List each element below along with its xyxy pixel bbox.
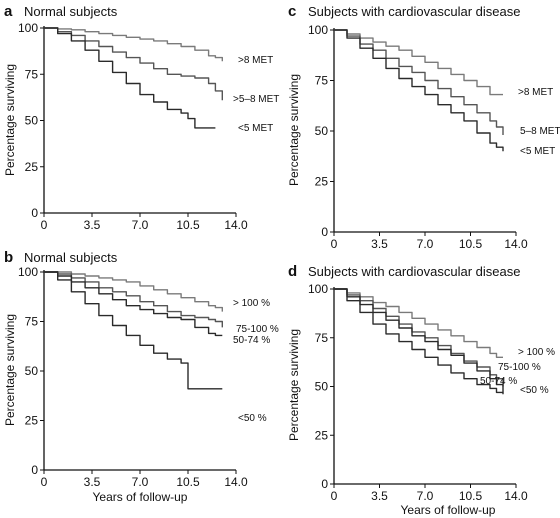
series-line xyxy=(44,27,216,129)
panel-letter: a xyxy=(4,3,13,20)
series-label: <5 MET xyxy=(238,123,273,134)
y-tick-label: 0 xyxy=(31,206,38,220)
x-tick-label: 10.5 xyxy=(176,218,200,232)
series-label: >5–8 MET xyxy=(233,94,279,105)
panel-title: Normal subjects xyxy=(24,250,118,265)
x-tick-label: 3.5 xyxy=(371,489,388,503)
x-tick-label: 7.0 xyxy=(132,218,149,232)
panel-letter: c xyxy=(288,3,296,20)
y-tick-label: 25 xyxy=(315,428,329,442)
y-axis-label: Percentage surviving xyxy=(3,314,17,426)
series-line xyxy=(334,288,503,358)
series-label: <50 % xyxy=(238,413,267,424)
panel-letter: d xyxy=(288,263,297,280)
x-tick-label: 0 xyxy=(41,218,48,232)
series-line xyxy=(44,271,223,337)
y-tick-label: 0 xyxy=(321,477,328,491)
series-line xyxy=(44,271,223,328)
x-tick-label: 14.0 xyxy=(224,475,248,489)
series-label: 50-74 % xyxy=(233,335,270,346)
y-tick-label: 100 xyxy=(18,21,38,35)
series-line xyxy=(44,271,223,390)
series-label: >8 MET xyxy=(238,55,273,66)
x-tick-label: 3.5 xyxy=(84,475,101,489)
y-axis-label: Percentage surviving xyxy=(287,74,301,186)
x-tick-label: 14.0 xyxy=(504,489,528,503)
series-line xyxy=(334,29,503,96)
x-tick-label: 0 xyxy=(331,489,338,503)
y-tick-label: 75 xyxy=(25,67,39,81)
y-axis-label: Percentage surviving xyxy=(287,329,301,441)
x-axis-label: Years of follow-up xyxy=(93,490,188,504)
panel-b: b Normal subjects 0 25 50 75 100 0 3.5 7.0 10.5 14.… xyxy=(3,249,279,504)
series-label: > 100 % xyxy=(518,347,555,358)
y-tick-label: 75 xyxy=(25,315,39,329)
x-tick-label: 0 xyxy=(41,475,48,489)
panel-c: c Subjects with cardiovascular disease 0 25… xyxy=(287,3,560,251)
x-tick-label: 3.5 xyxy=(371,237,388,251)
x-tick-label: 0 xyxy=(331,237,338,251)
y-tick-label: 75 xyxy=(315,331,329,345)
x-tick-label: 10.5 xyxy=(176,475,200,489)
panel-a: a Normal subjects 0 25 50 75 100 0 3.5 7.0 10.5 14.… xyxy=(3,3,279,232)
panel-title: Subjects with cardiovascular disease xyxy=(308,4,520,19)
x-tick-label: 10.5 xyxy=(459,237,483,251)
series-label: 75-100 % xyxy=(498,362,541,373)
y-tick-label: 100 xyxy=(308,282,328,296)
panel-title: Normal subjects xyxy=(24,4,118,19)
y-tick-label: 100 xyxy=(18,265,38,279)
series-label: <50 % xyxy=(520,385,549,396)
x-tick-label: 7.0 xyxy=(132,475,149,489)
series-line xyxy=(334,288,504,395)
y-tick-label: 25 xyxy=(315,175,329,189)
x-tick-label: 10.5 xyxy=(459,489,483,503)
series-label: > 100 % xyxy=(233,298,270,309)
x-tick-label: 14.0 xyxy=(224,218,248,232)
panel-title: Subjects with cardiovascular disease xyxy=(308,264,520,279)
series-line xyxy=(44,27,223,62)
series-label: >8 MET xyxy=(518,87,553,98)
y-tick-label: 50 xyxy=(25,114,39,128)
y-tick-label: 50 xyxy=(315,124,329,138)
y-tick-label: 25 xyxy=(25,414,39,428)
x-tick-label: 3.5 xyxy=(84,218,101,232)
y-axis-label: Percentage surviving xyxy=(3,64,17,176)
series-line xyxy=(334,29,504,135)
panel-d: d Subjects with cardiovascular disease 0 25… xyxy=(287,263,555,517)
x-tick-label: 7.0 xyxy=(417,489,434,503)
y-tick-label: 0 xyxy=(321,225,328,239)
panel-letter: b xyxy=(4,249,13,266)
series-line xyxy=(44,27,223,101)
series-label: <5 MET xyxy=(520,146,555,157)
series-line xyxy=(334,288,504,393)
y-tick-label: 25 xyxy=(25,160,39,174)
y-tick-label: 50 xyxy=(25,364,39,378)
x-tick-label: 14.0 xyxy=(504,237,528,251)
y-tick-label: 100 xyxy=(308,23,328,37)
x-tick-label: 7.0 xyxy=(417,237,434,251)
y-tick-label: 50 xyxy=(315,380,329,394)
series-label: 75-100 % xyxy=(236,324,279,335)
y-tick-label: 75 xyxy=(315,74,329,88)
x-axis-label: Years of follow-up xyxy=(401,503,496,517)
y-tick-label: 0 xyxy=(31,463,38,477)
series-line xyxy=(44,271,223,312)
series-label: 50-74 % xyxy=(480,376,517,387)
series-label: 5–8 MET xyxy=(520,126,560,137)
series-line xyxy=(334,29,504,152)
